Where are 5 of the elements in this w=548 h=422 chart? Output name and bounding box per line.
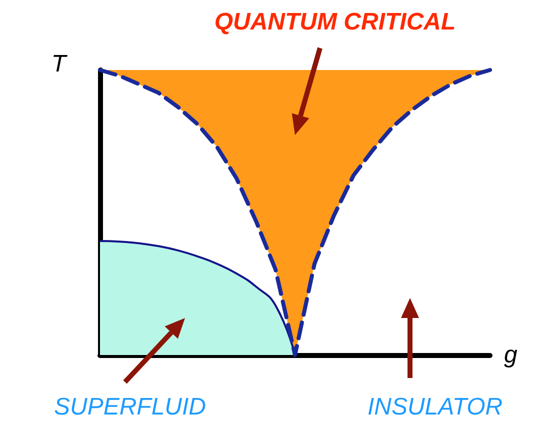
- text: INSULATOR: [367, 394, 503, 420]
- text: SUPERFLUID: [54, 394, 206, 420]
- y-axis-title: T: [51, 50, 68, 78]
- text: QUANTUM CRITICAL: [214, 8, 456, 36]
- x-axis-title: g: [504, 342, 518, 368]
